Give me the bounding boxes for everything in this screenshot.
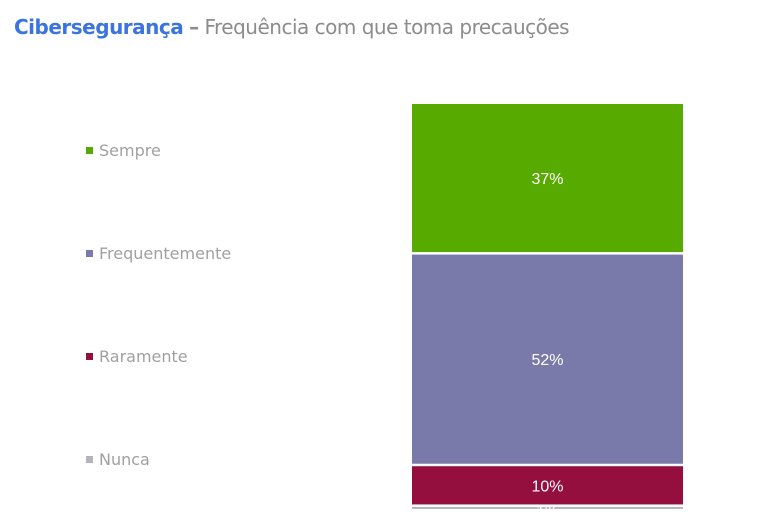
legend-item-sempre: Sempre: [86, 141, 161, 160]
legend-swatch: [86, 456, 93, 463]
chart-title: Cibersegurança – Frequência com que toma…: [14, 15, 570, 39]
bar-segment-sempre: [412, 104, 683, 253]
legend-label: Sempre: [99, 141, 161, 160]
legend-swatch: [86, 147, 93, 154]
title-subtitle: Frequência com que toma precauções: [204, 15, 570, 39]
legend-label: Frequentemente: [99, 244, 232, 263]
title-brand: Cibersegurança: [14, 15, 184, 39]
legend-label: Nunca: [99, 450, 150, 469]
data-label-nunca: 1%: [536, 503, 559, 520]
legend-swatch: [86, 250, 93, 257]
legend-item-frequentemente: Frequentemente: [86, 244, 231, 263]
bar-segment-frequentemente: [412, 254, 683, 464]
data-label-frequentemente: 52%: [531, 352, 563, 369]
bar-segment-nunca: [412, 506, 683, 509]
bar-segment-raramente: [412, 466, 683, 505]
legend-label: Raramente: [99, 347, 188, 366]
data-label-sempre: 37%: [531, 171, 563, 188]
title-dash: –: [189, 15, 199, 39]
data-label-raramente: 10%: [531, 478, 563, 495]
legend-item-nunca: Nunca: [86, 450, 150, 469]
legend-item-raramente: Raramente: [86, 347, 188, 366]
legend-swatch: [86, 353, 93, 360]
